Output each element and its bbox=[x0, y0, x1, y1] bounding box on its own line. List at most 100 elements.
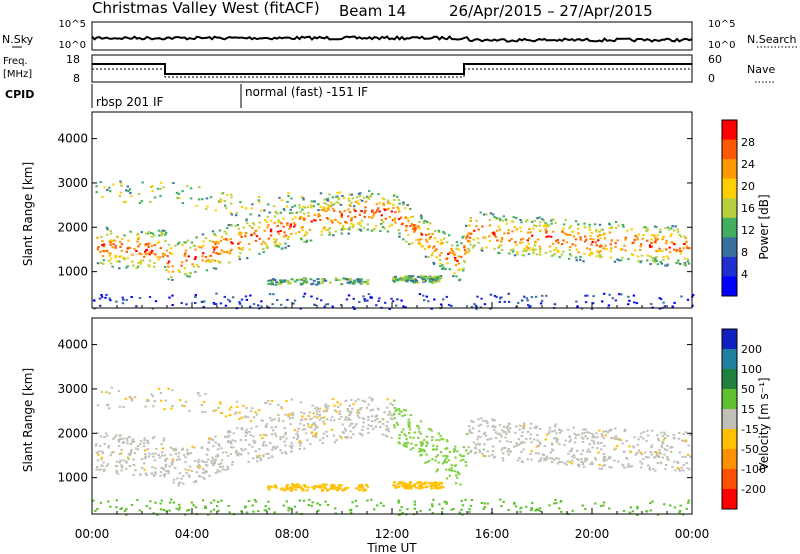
scatter-mark bbox=[265, 246, 269, 249]
scatter-mark bbox=[464, 461, 467, 463]
scatter-mark bbox=[313, 303, 316, 306]
scatter-mark bbox=[582, 260, 585, 263]
scatter-mark bbox=[118, 405, 122, 408]
scatter-mark bbox=[661, 442, 665, 445]
scatter-mark bbox=[214, 267, 218, 270]
scatter-mark bbox=[419, 441, 422, 444]
scatter-mark bbox=[216, 469, 219, 472]
scatter-mark bbox=[538, 428, 542, 430]
scatter-mark bbox=[354, 201, 358, 203]
scatter-mark bbox=[558, 428, 561, 431]
scatter-mark bbox=[326, 303, 330, 306]
scatter-mark bbox=[600, 433, 604, 436]
scatter-mark bbox=[573, 456, 576, 459]
scatter-mark bbox=[413, 500, 417, 503]
scatter-mark bbox=[634, 234, 637, 237]
scatter-mark bbox=[556, 238, 559, 241]
scatter-mark bbox=[571, 459, 574, 462]
scatter-mark bbox=[538, 245, 541, 248]
scatter-mark bbox=[135, 250, 138, 252]
scatter-mark bbox=[406, 441, 409, 444]
scatter-mark bbox=[340, 304, 343, 306]
scatter-mark bbox=[396, 278, 400, 281]
scatter-mark bbox=[461, 513, 464, 516]
scatter-mark bbox=[298, 441, 301, 444]
scatter-mark bbox=[244, 235, 247, 238]
scatter-mark bbox=[453, 465, 457, 467]
scatter-mark bbox=[614, 447, 617, 450]
scatter-mark bbox=[567, 234, 570, 237]
scatter-mark bbox=[334, 230, 337, 233]
scatter-mark bbox=[484, 455, 487, 458]
scatter-mark bbox=[311, 485, 315, 488]
scatter-mark bbox=[298, 448, 301, 450]
scatter-mark bbox=[153, 234, 156, 237]
scatter-mark bbox=[443, 500, 446, 503]
freq-right-tick-bottom: 0 bbox=[708, 72, 715, 85]
scatter-mark bbox=[430, 483, 434, 485]
scatter-mark bbox=[523, 247, 526, 250]
scatter-mark bbox=[594, 457, 597, 459]
scatter-mark bbox=[400, 279, 404, 282]
scatter-mark bbox=[132, 458, 135, 461]
scatter-mark bbox=[293, 280, 297, 283]
scatter-mark bbox=[318, 214, 321, 217]
scatter-mark bbox=[535, 225, 538, 228]
scatter-mark bbox=[301, 418, 304, 421]
scatter-mark bbox=[357, 192, 361, 195]
scatter-mark bbox=[240, 298, 244, 301]
scatter-mark bbox=[482, 448, 486, 451]
scatter-mark bbox=[296, 435, 300, 438]
scatter-mark bbox=[431, 252, 434, 255]
scatter-mark bbox=[432, 498, 435, 501]
scatter-mark bbox=[660, 446, 664, 449]
scatter-mark bbox=[614, 435, 617, 438]
scatter-mark bbox=[371, 428, 375, 430]
scatter-mark bbox=[218, 229, 222, 232]
scatter-mark bbox=[194, 480, 197, 482]
scatter-mark bbox=[393, 424, 396, 427]
scatter-mark bbox=[483, 506, 487, 509]
scatter-mark bbox=[115, 469, 118, 472]
scatter-mark bbox=[352, 282, 356, 285]
scatter-mark bbox=[108, 254, 111, 257]
scatter-mark bbox=[202, 460, 205, 463]
scatter-mark bbox=[194, 294, 197, 297]
scatter-mark bbox=[678, 247, 681, 250]
scatter-mark bbox=[262, 433, 266, 436]
scatter-mark bbox=[125, 266, 128, 269]
scatter-mark bbox=[475, 307, 478, 310]
scatter-mark bbox=[337, 486, 341, 489]
scatter-mark bbox=[420, 216, 423, 219]
colorbar-tick-label: -200 bbox=[741, 483, 766, 496]
scatter-mark bbox=[471, 427, 475, 430]
scatter-mark bbox=[194, 270, 197, 273]
scatter-mark bbox=[418, 293, 422, 296]
scatter-mark bbox=[267, 457, 270, 460]
scatter-mark bbox=[456, 450, 459, 453]
scatter-mark bbox=[529, 231, 532, 234]
scatter-mark bbox=[156, 513, 159, 516]
scatter-mark bbox=[372, 228, 375, 231]
scatter-mark bbox=[274, 426, 277, 429]
scatter-mark bbox=[516, 251, 519, 254]
scatter-mark bbox=[367, 418, 370, 421]
scatter-mark bbox=[629, 506, 632, 509]
scatter-mark bbox=[603, 464, 607, 467]
scatter-mark bbox=[545, 235, 548, 238]
scatter-mark bbox=[634, 453, 637, 456]
scatter-mark bbox=[368, 216, 371, 219]
scatter-mark bbox=[213, 303, 216, 305]
scatter-mark bbox=[125, 508, 128, 511]
scatter-mark bbox=[174, 447, 177, 450]
scatter-mark bbox=[330, 416, 334, 419]
scatter-mark bbox=[278, 196, 281, 199]
scatter-mark bbox=[346, 486, 350, 489]
scatter-mark bbox=[340, 232, 343, 235]
scatter-mark bbox=[100, 296, 104, 298]
scatter-mark bbox=[184, 456, 187, 459]
scatter-mark bbox=[679, 504, 682, 507]
scatter-mark bbox=[295, 483, 299, 486]
scatter-mark bbox=[400, 276, 404, 279]
scatter-mark bbox=[465, 237, 468, 240]
